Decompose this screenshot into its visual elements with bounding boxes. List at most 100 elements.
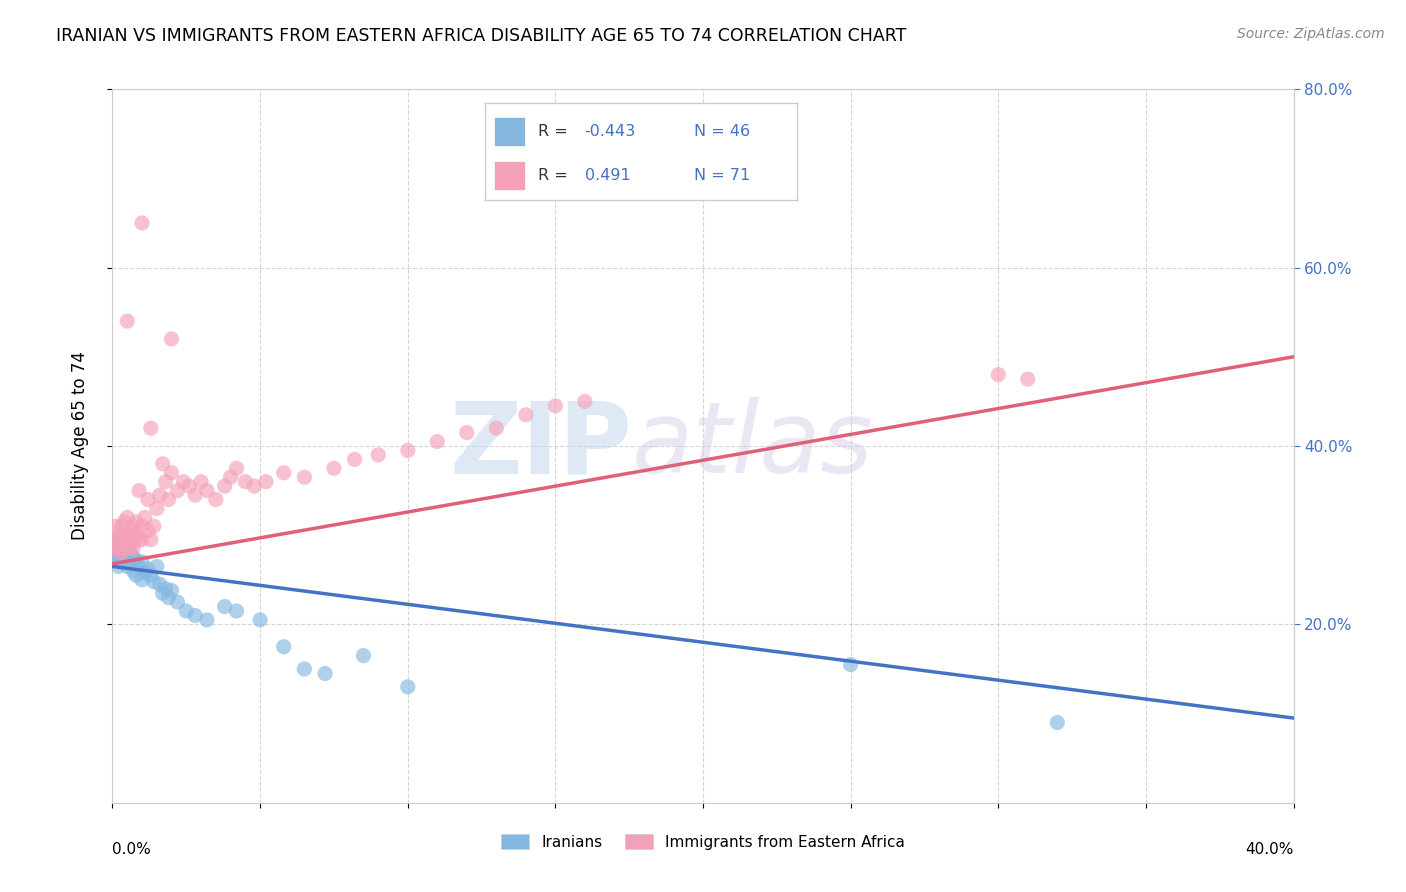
Point [112,541,135,556]
Point [112,537,135,551]
Point [110,546,132,560]
Text: 0.0%: 0.0% [112,842,152,857]
Point [174,604,197,618]
Point [107,541,129,556]
Point [120,541,142,556]
Point [139,533,162,547]
Point [125,515,148,529]
Point [160,583,183,598]
Point [396,680,419,694]
Point [125,553,148,567]
Point [104,541,127,556]
Point [122,541,145,556]
Point [131,533,153,547]
Point [292,470,315,484]
Point [273,640,295,654]
Point [184,488,207,502]
Point [367,448,389,462]
Point [104,541,127,556]
Point [139,421,162,435]
Point [131,555,153,569]
Point [152,586,174,600]
Point [225,604,247,618]
Point [485,421,508,435]
Point [120,555,142,569]
Point [195,483,218,498]
Point [110,519,132,533]
Point [515,408,537,422]
Point [110,546,132,560]
Point [112,528,135,542]
Point [142,519,165,533]
Point [136,562,159,576]
Point [149,488,172,502]
Point [107,539,129,553]
Point [149,577,172,591]
Point [544,399,567,413]
Text: ZIP: ZIP [450,398,633,494]
Point [136,492,159,507]
Point [139,568,162,582]
Point [225,461,247,475]
Point [134,510,156,524]
Point [125,528,148,542]
Point [1046,715,1069,730]
Point [456,425,478,440]
Point [122,519,145,533]
Y-axis label: Disability Age 65 to 74: Disability Age 65 to 74 [70,351,89,541]
Point [352,648,374,663]
Point [166,595,188,609]
Point [157,591,180,605]
Point [117,537,138,551]
Point [107,533,129,547]
Text: 40.0%: 40.0% [1246,842,1294,857]
Point [172,475,194,489]
Point [323,461,346,475]
Point [136,524,159,538]
Text: IRANIAN VS IMMIGRANTS FROM EASTERN AFRICA DISABILITY AGE 65 TO 74 CORRELATION CH: IRANIAN VS IMMIGRANTS FROM EASTERN AFRIC… [56,27,907,45]
Point [107,553,129,567]
Text: Source: ZipAtlas.com: Source: ZipAtlas.com [1237,27,1385,41]
Point [131,216,153,230]
Point [987,368,1010,382]
Point [157,492,180,507]
Point [166,483,188,498]
Point [104,550,127,565]
Point [117,548,138,562]
Point [214,479,236,493]
Point [122,564,145,578]
Point [120,533,142,547]
Point [233,475,256,489]
Point [117,537,138,551]
Point [120,524,142,538]
Point [131,573,153,587]
Point [343,452,366,467]
Point [184,608,207,623]
Point [131,519,153,533]
Point [1017,372,1039,386]
Point [107,528,129,542]
Point [146,501,169,516]
Point [134,566,156,580]
Point [107,559,129,574]
Point [205,492,228,507]
Legend: Iranians, Immigrants from Eastern Africa: Iranians, Immigrants from Eastern Africa [495,828,911,855]
Point [104,533,127,547]
Point [125,568,148,582]
Point [117,559,138,574]
Point [249,613,271,627]
Point [117,528,138,542]
Point [219,470,242,484]
Point [152,457,174,471]
Point [104,519,127,533]
Point [128,483,150,498]
Point [243,479,266,493]
Point [160,332,183,346]
Point [254,475,277,489]
Point [122,550,145,565]
Point [179,479,201,493]
Point [190,475,212,489]
Point [117,314,138,328]
Point [396,443,419,458]
Point [574,394,596,409]
